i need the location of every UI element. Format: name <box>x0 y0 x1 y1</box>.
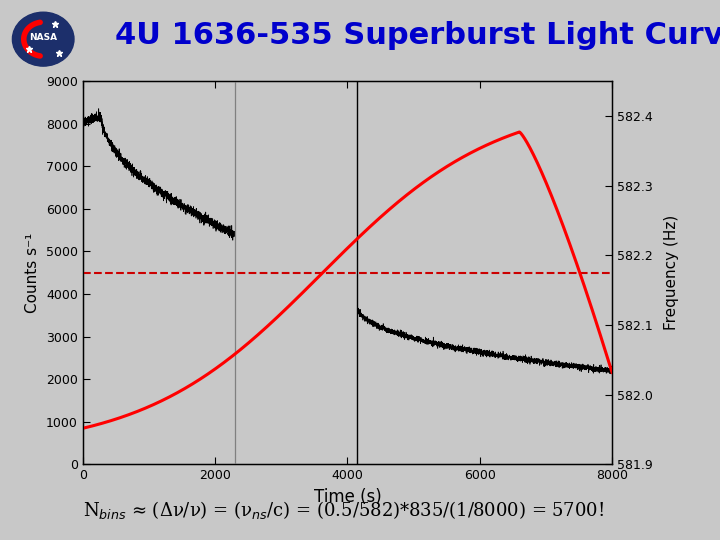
Y-axis label: Counts s⁻¹: Counts s⁻¹ <box>25 233 40 313</box>
X-axis label: Time (s): Time (s) <box>313 488 382 506</box>
Circle shape <box>13 13 73 65</box>
Text: 4U 1636-535 Superburst Light Curve: 4U 1636-535 Superburst Light Curve <box>115 21 720 50</box>
Y-axis label: Frequency (Hz): Frequency (Hz) <box>664 215 679 330</box>
Text: NASA: NASA <box>29 33 58 42</box>
Text: N$_{bins}$ ≈ (Δν/ν) = (ν$_{ns}$/c) = (0.5/582)*835/(1/8000) = 5700!: N$_{bins}$ ≈ (Δν/ν) = (ν$_{ns}$/c) = (0.… <box>83 499 604 521</box>
Circle shape <box>12 12 74 66</box>
